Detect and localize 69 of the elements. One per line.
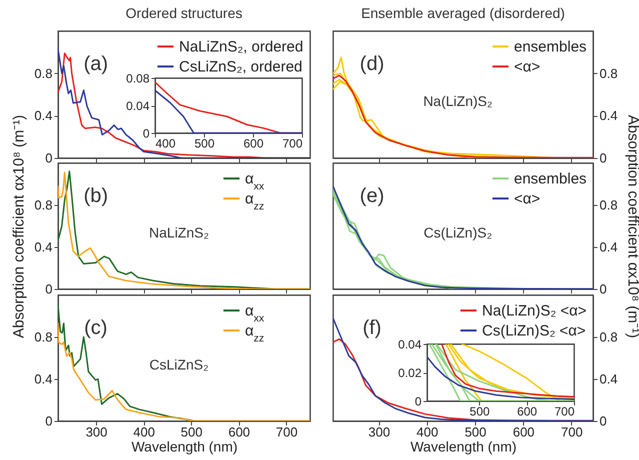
x-axis-title: Wavelength (nm): [410, 438, 517, 454]
x-tick-label: 700: [276, 424, 298, 440]
annotation: (f): [362, 316, 382, 339]
annotation: Na(LiZn)S₂: [423, 93, 492, 110]
x-tick-label: 300: [368, 424, 390, 440]
annotation: (c): [84, 316, 108, 339]
legend-label: <α>: [514, 190, 540, 208]
annotation: (b): [84, 184, 108, 207]
x-tick-label: 600: [512, 424, 535, 440]
y-tick-label: 0.4: [34, 372, 52, 386]
y-tick-label: 0: [414, 394, 422, 408]
legend-label: <α>: [514, 58, 540, 76]
x-tick-label: 600: [243, 136, 264, 150]
legend-label: NaLiZnS₂, ordered: [179, 38, 304, 56]
y-tick-label: 0.04: [126, 99, 150, 113]
legend-label: α$_{zz}$: [245, 322, 264, 344]
annotation: Cs(LiZn)S₂: [424, 224, 492, 241]
legend-label: Cs(LiZn)S₂ <α>: [482, 322, 586, 340]
x-tick-label: 400: [416, 424, 438, 440]
y-tick-label: 0: [600, 282, 607, 296]
x-tick-label: 400: [156, 136, 176, 150]
annotation: CsLiZnS₂: [149, 356, 209, 373]
legend-label: α$_{xx}$: [245, 170, 265, 192]
x-tick-label: 600: [517, 404, 538, 418]
x-tick-label: 300: [86, 424, 108, 440]
y-tick-label: 0.4: [600, 240, 618, 254]
y-tick-label: 0.08: [126, 72, 150, 86]
y-tick-label: 0.4: [34, 240, 52, 254]
y-tick-label: 0.02: [398, 366, 422, 380]
x-tick-label: 500: [180, 424, 202, 440]
y-tick-label: 0: [600, 150, 607, 166]
legend-label: Na(LiZn)S₂ <α>: [482, 302, 587, 320]
y-tick-label: 0.8: [34, 66, 52, 81]
x-tick-label: 600: [228, 424, 250, 440]
y-tick-label: 0: [45, 414, 52, 428]
x-tick-label: 500: [194, 136, 215, 150]
y-tick-label: 0.8: [34, 330, 52, 344]
legend-label: α$_{zz}$: [245, 190, 264, 212]
y-tick-label: 0.4: [600, 372, 618, 386]
y-tick-label: 0.4: [600, 108, 618, 124]
y-tick-label: 0: [600, 414, 607, 428]
legend-label: CsLiZnS₂, ordered: [179, 58, 302, 76]
y-tick-label: 0.8: [600, 198, 618, 212]
x-tick-label: 400: [133, 424, 155, 440]
y-axis-title: Absorption coefficient αx10⁸ (m⁻¹): [10, 114, 28, 338]
y-tick-label: 0.8: [600, 66, 618, 81]
x-tick-label: 500: [470, 404, 490, 418]
annotation: (e): [360, 184, 384, 207]
y-tick-label: 0: [142, 126, 150, 140]
x-tick-label: 700: [560, 424, 583, 440]
x-tick-label: 700: [282, 136, 303, 150]
y-tick-label: 0: [45, 150, 52, 166]
legend-label: ensembles: [514, 170, 587, 188]
annotation: (a): [84, 53, 108, 76]
x-tick-label: 500: [464, 424, 486, 440]
chart-title: Ordered structures: [126, 5, 242, 21]
y-tick-label: 0.04: [398, 338, 422, 352]
annotation: NaLiZnS₂: [149, 224, 209, 241]
legend-label: ensembles: [514, 38, 587, 56]
y-tick-label: 0.4: [34, 108, 52, 124]
y-tick-label: 0.8: [34, 198, 52, 212]
y-tick-label: 0.8: [600, 330, 618, 344]
y-tick-label: 0: [45, 282, 52, 296]
x-axis-title: Wavelength (nm): [131, 438, 238, 454]
x-tick-label: 700: [554, 404, 575, 418]
legend-label: α$_{xx}$: [245, 302, 265, 324]
y-axis-title: Absorption coefficient αx10⁸ (m⁻¹): [624, 114, 639, 338]
annotation: (d): [360, 53, 384, 76]
chart-title: Ensemble averaged (disordered): [361, 5, 565, 21]
